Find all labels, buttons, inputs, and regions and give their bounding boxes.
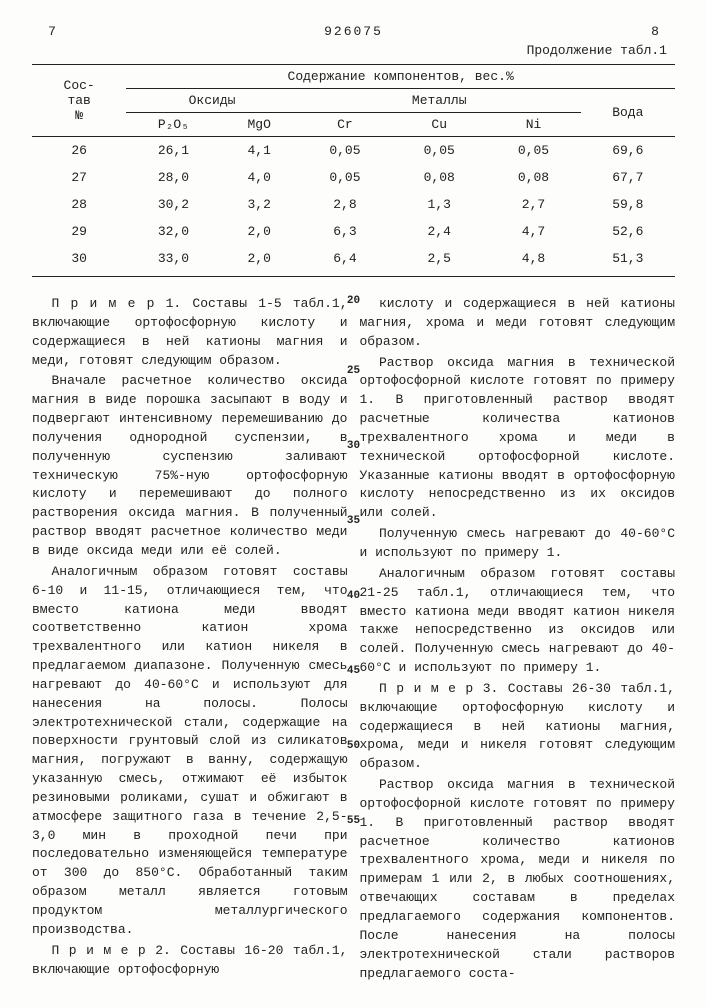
table-row: 2626,14,10,050,050,0569,6 [32,137,675,165]
col-mgo: MgO [221,113,298,137]
table-continuation-label: Продолжение табл.1 [32,43,667,58]
page-right: 8 [635,24,675,39]
body-text-wrap: 20 25 30 35 40 45 50 55 П р и м е р 1. С… [32,295,675,983]
line-number: 30 [347,440,360,452]
col-cu: Cu [392,113,486,137]
col-p2o5: P₂O₅ [126,113,220,137]
line-number: 25 [347,365,360,377]
line-number: 40 [347,590,360,602]
line-number: 50 [347,740,360,752]
content-group-header: Содержание компонентов, вес.% [126,65,675,89]
table-body: 2626,14,10,050,050,0569,6 2728,04,00,050… [32,137,675,277]
table-row: 2728,04,00,050,080,0867,7 [32,164,675,191]
paragraph: Полученную смесь нагревают до 40-60°С и … [360,525,676,563]
body-columns: П р и м е р 1. Составы 1-5 табл.1, включ… [32,295,675,983]
line-number: 35 [347,515,360,527]
table-row: 2830,23,22,81,32,759,8 [32,191,675,218]
line-number: 45 [347,665,360,677]
paragraph: Вначале расчетное количество оксида магн… [32,372,348,560]
paragraph: Раствор оксида магния в технической орто… [360,776,676,983]
page-header: 7 926075 8 [32,24,675,39]
composition-table: Сос- тав № Содержание компонентов, вес.%… [32,64,675,277]
col-ni: Ni [486,113,580,137]
table-row: 3033,02,06,42,54,851,3 [32,245,675,277]
table-row: 2932,02,06,32,44,752,6 [32,218,675,245]
line-number: 55 [347,815,360,827]
page-left: 7 [32,24,72,39]
paragraph: кислоту и содержащиеся в ней катионы маг… [360,295,676,352]
col-cr: Cr [298,113,392,137]
paragraph: П р и м е р 3. Составы 26-30 табл.1, вкл… [360,680,676,774]
line-number: 20 [347,295,360,307]
document-number: 926075 [72,24,635,39]
metals-header: Металлы [298,89,581,113]
paragraph: Раствор оксида магния в технической орто… [360,354,676,524]
water-header: Вода [581,89,675,137]
paragraph: П р и м е р 2. Составы 16-20 табл.1, вкл… [32,942,348,980]
row-header: Сос- тав № [32,65,126,137]
paragraph: Аналогичным образом готовят составы 21-2… [360,565,676,678]
oxides-header: Оксиды [126,89,298,113]
paragraph: П р и м е р 1. Составы 1-5 табл.1, включ… [32,295,348,370]
paragraph: Аналогичным образом готовят составы 6-10… [32,563,348,940]
